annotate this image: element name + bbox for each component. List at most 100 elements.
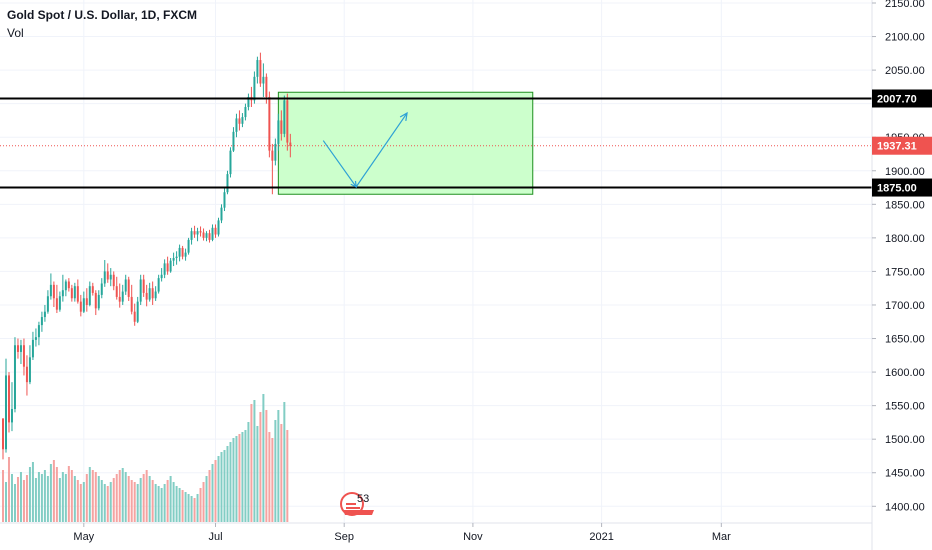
grid-lines [0, 0, 872, 523]
volume-bar [169, 476, 172, 522]
volume-bar [166, 480, 169, 522]
projection-arrowhead [399, 111, 408, 122]
volume-bar [55, 467, 58, 522]
volume-bar [190, 496, 193, 522]
volume-bar [4, 482, 7, 522]
volume-bar [7, 457, 10, 522]
volume-bar [196, 494, 199, 522]
candle-body [247, 96, 250, 108]
candle-body [109, 274, 112, 280]
volume-bar [142, 474, 145, 522]
volume-bar [25, 475, 28, 522]
volume-bar [73, 476, 76, 522]
volume-bar [88, 467, 91, 522]
time-tick-label: Nov [463, 531, 483, 543]
price-tick-label: 2150.00 [885, 0, 925, 10]
volume-bar [82, 482, 85, 522]
price-tick-label: 1600.00 [885, 367, 925, 379]
price-tick-label: 1850.00 [885, 199, 925, 211]
volume-bar [217, 456, 220, 522]
candle-body [196, 231, 199, 235]
candle-body [175, 256, 178, 258]
volume-bar [40, 474, 43, 522]
candle-body [166, 263, 169, 272]
candle-body [259, 60, 262, 84]
candle-body [52, 284, 55, 299]
volume-bar [235, 436, 238, 522]
volume-bar [67, 466, 70, 522]
volume-label: Vol [7, 26, 24, 40]
candle-body [184, 252, 187, 257]
volume-bar [280, 424, 283, 522]
candle-body [205, 233, 208, 238]
volume-bar [139, 478, 142, 522]
support-resistance-zone[interactable] [277, 91, 534, 195]
candle-body [193, 231, 196, 235]
candle-body [16, 345, 19, 352]
candle-body [43, 311, 46, 318]
candle-body [274, 143, 277, 161]
projection-mid-arrowhead [350, 180, 357, 188]
volume-bars [2, 394, 289, 522]
level-tag-label: 2007.70 [877, 93, 917, 105]
candle-body [76, 286, 79, 302]
candle-body [124, 279, 127, 292]
candle-body [13, 345, 16, 409]
volume-bar [277, 410, 280, 522]
volume-bar [64, 474, 67, 522]
volume-bar [157, 486, 160, 522]
volume-bar [256, 426, 259, 522]
zone-rectangle [277, 91, 534, 195]
candle-body [73, 286, 76, 299]
candle-body [199, 231, 202, 233]
volume-bar [223, 450, 226, 522]
horizontal-levels[interactable] [0, 97, 872, 189]
projection-arrow[interactable] [322, 111, 408, 188]
candle-body [262, 76, 265, 84]
candle-body [265, 76, 268, 97]
volume-bar [259, 412, 262, 522]
candle-body [172, 258, 175, 261]
price-tick-label: 1550.00 [885, 401, 925, 413]
candle-body [28, 357, 31, 383]
candle-body [289, 142, 292, 146]
candle-body [268, 96, 271, 151]
volume-bar [175, 486, 178, 522]
time-axis[interactable]: May Jul Sep Nov 2021 Mar [0, 522, 872, 543]
candle-body [238, 118, 241, 124]
candle-body [226, 174, 229, 193]
candle-body [82, 298, 85, 312]
volume-bar [244, 430, 247, 522]
candle-body [139, 279, 142, 302]
candle-body [115, 286, 118, 297]
candle-body [160, 274, 163, 279]
volume-bar [178, 488, 181, 522]
volume-bar [184, 492, 187, 522]
candle-body [211, 227, 214, 240]
candle-body [142, 279, 145, 293]
candle-body [277, 120, 280, 144]
volume-bar [70, 470, 73, 522]
price-axis[interactable]: 2150.002100.002050.002000.001950.001900.… [871, 0, 925, 550]
volume-bar [241, 432, 244, 522]
time-tick-label: 2021 [589, 531, 613, 543]
candle-body [232, 131, 235, 151]
candle-body [94, 292, 97, 309]
candlesticks [2, 52, 292, 460]
volume-bar [262, 394, 265, 522]
volume-bar [49, 464, 52, 522]
volume-bar [148, 476, 151, 522]
price-tick-label: 2050.00 [885, 65, 925, 77]
candle-body [85, 298, 88, 305]
candle-body [22, 345, 25, 367]
volume-indicator-icon[interactable]: 53 [340, 492, 374, 516]
current-price-tag-bg [872, 136, 932, 155]
volume-bar [31, 462, 34, 522]
volume-bar [181, 490, 184, 522]
candle-body [148, 288, 151, 300]
volume-bar [52, 460, 55, 522]
volume-bar [253, 400, 256, 522]
price-tick-label: 1500.00 [885, 434, 925, 446]
candle-body [88, 286, 91, 305]
